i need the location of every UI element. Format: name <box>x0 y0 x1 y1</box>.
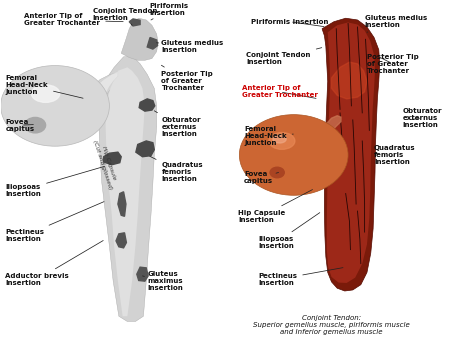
Text: Pectineus
Insertion: Pectineus Insertion <box>258 268 343 286</box>
Polygon shape <box>99 57 156 321</box>
Circle shape <box>239 115 348 195</box>
Circle shape <box>270 167 284 178</box>
Text: Posterior Tip
of Greater
Trochanter: Posterior Tip of Greater Trochanter <box>367 54 419 74</box>
Ellipse shape <box>269 132 295 149</box>
Text: Femoral
Head-Neck
Junction: Femoral Head-Neck Junction <box>5 75 83 98</box>
Polygon shape <box>106 67 145 316</box>
Text: Gluteus medius
Insertion: Gluteus medius Insertion <box>156 40 224 53</box>
Polygon shape <box>104 152 121 165</box>
Polygon shape <box>147 38 157 49</box>
Polygon shape <box>331 62 367 99</box>
Text: Anterior Tip of
Greater Trochanter: Anterior Tip of Greater Trochanter <box>24 13 123 26</box>
Text: Iliopsoas
Insertion: Iliopsoas Insertion <box>5 166 105 196</box>
Text: Obturator
externus
Insertion: Obturator externus Insertion <box>402 108 442 128</box>
Polygon shape <box>136 141 155 157</box>
Polygon shape <box>129 19 140 26</box>
Polygon shape <box>121 18 158 60</box>
Text: Conjoint Tendon
Insertion: Conjoint Tendon Insertion <box>246 48 322 65</box>
Polygon shape <box>91 71 118 124</box>
Text: Iliopsoas
Insertion: Iliopsoas Insertion <box>258 213 320 249</box>
Ellipse shape <box>273 135 286 143</box>
Polygon shape <box>137 267 148 281</box>
Text: Conjoint Tendon:
Superior gemellus muscle, piriformis muscle
and Inferior gemell: Conjoint Tendon: Superior gemellus muscl… <box>253 315 410 335</box>
Text: Hip Capsule
Insertion: Hip Capsule Insertion <box>238 190 312 223</box>
Text: Posterior Tip
of Greater
Trochanter: Posterior Tip of Greater Trochanter <box>161 65 213 91</box>
Text: Pectineus
Insertion: Pectineus Insertion <box>5 202 104 242</box>
Text: Femoral
Head-Neck
Junction: Femoral Head-Neck Junction <box>244 126 293 146</box>
Text: Obturator
externus
Insertion: Obturator externus Insertion <box>155 111 201 137</box>
Text: Piriformis
Insertion: Piriformis Insertion <box>150 3 189 20</box>
Circle shape <box>0 65 109 146</box>
Polygon shape <box>116 233 127 248</box>
Polygon shape <box>322 18 380 291</box>
Text: Quadratus
femoris
Insertion: Quadratus femoris Insertion <box>374 145 416 165</box>
Polygon shape <box>322 116 341 138</box>
Text: Hip Capsule
(Cut and glossed): Hip Capsule (Cut and glossed) <box>92 137 119 190</box>
Text: Piriformis Insertion: Piriformis Insertion <box>251 19 328 27</box>
Text: Gluteus medius
Insertion: Gluteus medius Insertion <box>365 15 427 32</box>
Text: Quadratus
femoris
Insertion: Quadratus femoris Insertion <box>150 156 203 182</box>
Text: Adductor brevis
Insertion: Adductor brevis Insertion <box>5 240 103 286</box>
Polygon shape <box>85 73 128 118</box>
Text: Fovea
capitus: Fovea capitus <box>244 171 279 184</box>
Text: Anterior Tip of
Greater Trochanter: Anterior Tip of Greater Trochanter <box>242 85 318 98</box>
Text: Gluteus
maximus
Insertion: Gluteus maximus Insertion <box>143 271 183 291</box>
Polygon shape <box>139 99 155 111</box>
Circle shape <box>25 118 46 133</box>
Text: Fovea
capitus: Fovea capitus <box>5 119 35 132</box>
Ellipse shape <box>31 85 60 102</box>
Polygon shape <box>118 192 126 216</box>
Polygon shape <box>327 23 375 283</box>
Text: Conjoint Tendon
Insertion: Conjoint Tendon Insertion <box>93 8 157 25</box>
